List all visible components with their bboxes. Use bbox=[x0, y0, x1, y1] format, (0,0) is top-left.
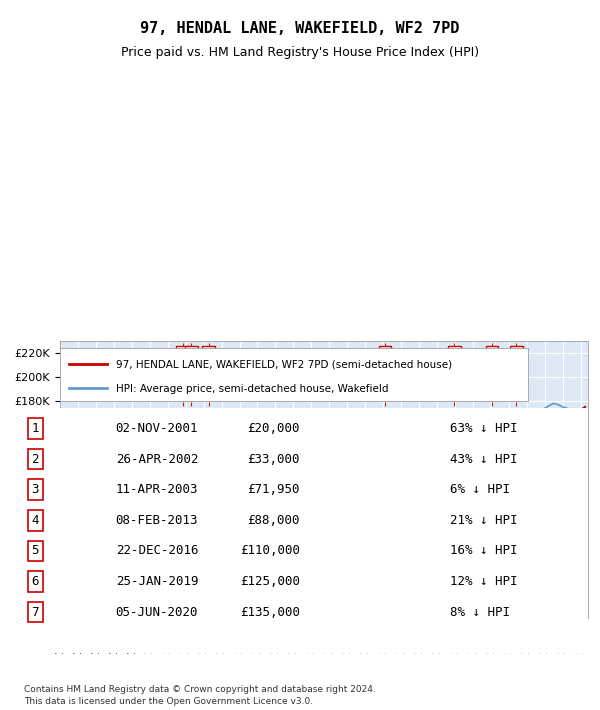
Text: £33,000: £33,000 bbox=[248, 452, 300, 466]
Text: This data is licensed under the Open Government Licence v3.0.: This data is licensed under the Open Gov… bbox=[24, 697, 313, 706]
Text: 97, HENDAL LANE, WAKEFIELD, WF2 7PD (semi-detached house): 97, HENDAL LANE, WAKEFIELD, WF2 7PD (sem… bbox=[116, 360, 452, 370]
Text: 25-JAN-2019: 25-JAN-2019 bbox=[116, 575, 198, 588]
Text: 97, HENDAL LANE, WAKEFIELD, WF2 7PD: 97, HENDAL LANE, WAKEFIELD, WF2 7PD bbox=[140, 21, 460, 36]
Text: 08-FEB-2013: 08-FEB-2013 bbox=[116, 514, 198, 527]
Text: 1: 1 bbox=[179, 349, 186, 359]
Text: 1: 1 bbox=[31, 422, 39, 435]
Text: Price paid vs. HM Land Registry's House Price Index (HPI): Price paid vs. HM Land Registry's House … bbox=[121, 46, 479, 59]
Text: £71,950: £71,950 bbox=[248, 484, 300, 496]
Text: 43% ↓ HPI: 43% ↓ HPI bbox=[450, 452, 517, 466]
Text: 22-DEC-2016: 22-DEC-2016 bbox=[116, 545, 198, 557]
Text: £20,000: £20,000 bbox=[248, 422, 300, 435]
Text: £125,000: £125,000 bbox=[240, 575, 300, 588]
Text: 3: 3 bbox=[205, 349, 212, 359]
Text: 26-APR-2002: 26-APR-2002 bbox=[116, 452, 198, 466]
Text: 6: 6 bbox=[488, 349, 496, 359]
Text: £135,000: £135,000 bbox=[240, 606, 300, 618]
Text: £110,000: £110,000 bbox=[240, 545, 300, 557]
Text: 63% ↓ HPI: 63% ↓ HPI bbox=[450, 422, 517, 435]
Text: 6% ↓ HPI: 6% ↓ HPI bbox=[450, 484, 510, 496]
Text: £88,000: £88,000 bbox=[248, 514, 300, 527]
Text: 4: 4 bbox=[31, 514, 39, 527]
Text: 05-JUN-2020: 05-JUN-2020 bbox=[116, 606, 198, 618]
Text: HPI: Average price, semi-detached house, Wakefield: HPI: Average price, semi-detached house,… bbox=[116, 384, 389, 394]
Text: 4: 4 bbox=[382, 349, 389, 359]
Text: 11-APR-2003: 11-APR-2003 bbox=[116, 484, 198, 496]
Text: 7: 7 bbox=[31, 606, 39, 618]
Text: 8% ↓ HPI: 8% ↓ HPI bbox=[450, 606, 510, 618]
Text: 2: 2 bbox=[188, 349, 195, 359]
Text: 5: 5 bbox=[451, 349, 458, 359]
Text: 2: 2 bbox=[31, 452, 39, 466]
Text: 7: 7 bbox=[513, 349, 520, 359]
Text: 12% ↓ HPI: 12% ↓ HPI bbox=[450, 575, 517, 588]
Text: 02-NOV-2001: 02-NOV-2001 bbox=[116, 422, 198, 435]
Text: 5: 5 bbox=[31, 545, 39, 557]
Text: 6: 6 bbox=[31, 575, 39, 588]
Text: 3: 3 bbox=[31, 484, 39, 496]
Text: Contains HM Land Registry data © Crown copyright and database right 2024.: Contains HM Land Registry data © Crown c… bbox=[24, 685, 376, 694]
Text: 16% ↓ HPI: 16% ↓ HPI bbox=[450, 545, 517, 557]
Text: 21% ↓ HPI: 21% ↓ HPI bbox=[450, 514, 517, 527]
